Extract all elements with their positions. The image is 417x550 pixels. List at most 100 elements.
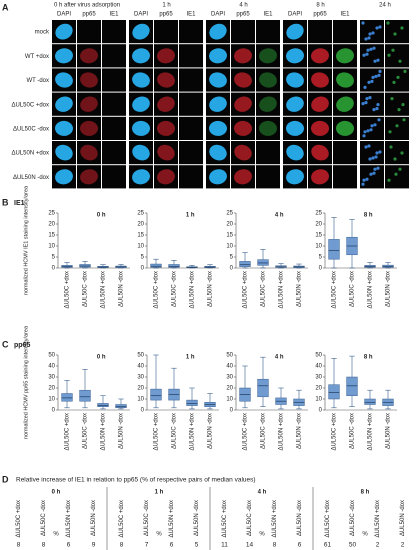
x-tick-label: ΔUL50N +dox — [279, 271, 285, 309]
panel-label: C — [2, 339, 9, 349]
y-tick-label: 40 — [137, 364, 144, 370]
value: 6 — [170, 542, 174, 549]
pp65-signal — [311, 48, 329, 64]
pp65-signal — [80, 169, 98, 185]
box — [257, 259, 269, 266]
x-tick-label: ΔUL50N -dox — [297, 413, 303, 449]
ie1-signal — [259, 48, 277, 64]
nucleus — [286, 144, 304, 161]
micrograph — [102, 116, 126, 140]
nucleus-dot — [393, 157, 397, 161]
row-label: mock — [35, 30, 50, 36]
category-label: ΔUL50C -dox — [350, 500, 356, 536]
channel-label: IE1 — [186, 12, 196, 18]
nucleus-dot — [374, 74, 378, 78]
nucleus-dot — [371, 31, 375, 35]
subplot-title: 0 h — [97, 355, 106, 361]
micrograph — [102, 92, 126, 116]
subplot-title: 1 h — [186, 213, 195, 219]
y-tick-label: 15 — [226, 233, 233, 239]
category-label: ΔUL50N +dox — [169, 500, 175, 538]
nucleus-dot — [372, 171, 376, 175]
category-label: ΔUL50N -dox — [91, 500, 97, 536]
box — [346, 376, 358, 396]
group-title: 0 h — [52, 490, 61, 496]
micrograph — [360, 116, 384, 140]
box — [61, 393, 73, 402]
time-header: 0 h after virus adsorption — [54, 3, 120, 9]
unit: % — [259, 532, 265, 538]
category-label: ΔUL50C +dox — [222, 500, 228, 538]
y-tick-label: 5 — [319, 255, 323, 261]
x-tick-label: ΔUL50C -dox — [83, 271, 89, 307]
micrograph — [385, 44, 409, 68]
group-title: 1 h — [155, 490, 164, 496]
micrograph — [256, 116, 280, 140]
y-tick-label: 50 — [48, 353, 55, 359]
nucleus-dot — [393, 32, 397, 36]
nucleus-dot — [373, 59, 377, 63]
nucleus-dot — [362, 134, 366, 138]
y-tick-label: 0 — [230, 408, 234, 414]
x-tick-label: ΔUL50N +dox — [279, 413, 285, 451]
subplot-title: 8 h — [364, 355, 373, 361]
channel-label: DAPI — [211, 12, 225, 18]
y-tick-label: 0 — [230, 266, 234, 272]
ie1-signal — [259, 96, 277, 112]
y-tick-label: 40 — [315, 364, 322, 370]
nucleus — [286, 23, 304, 40]
nucleus — [132, 72, 150, 88]
x-tick-label: ΔUL50N +dox — [368, 271, 374, 309]
micrograph — [333, 20, 357, 44]
micrograph — [231, 20, 255, 44]
y-tick-label: 0 — [52, 266, 56, 272]
pp65-signal — [311, 72, 329, 88]
y-tick-label: 5 — [52, 255, 56, 261]
value: 11 — [221, 542, 228, 549]
nucleus — [209, 144, 227, 161]
x-tick-label: ΔUL50C -dox — [261, 413, 267, 449]
pp65-signal — [234, 48, 252, 64]
y-tick-label: 10 — [315, 244, 322, 250]
pp65-signal — [157, 96, 175, 112]
nucleus-dot — [403, 69, 407, 73]
nucleus — [132, 169, 150, 185]
nucleus-dot — [364, 145, 368, 149]
nucleus-dot — [366, 129, 370, 133]
y-tick-label: 50 — [226, 353, 233, 359]
category-label: ΔUL50N -dox — [400, 500, 406, 536]
value: 5 — [195, 542, 199, 549]
ie1-signal — [336, 72, 354, 88]
nucleus — [286, 169, 304, 185]
row-label: ΔUL50N -dox — [13, 175, 49, 181]
micrograph — [102, 165, 126, 189]
nucleus-dot — [376, 166, 380, 170]
y-tick-label: 20 — [48, 222, 55, 228]
nucleus — [209, 169, 227, 185]
value: 7 — [145, 542, 149, 549]
row-label: ΔUL50C -dox — [13, 126, 49, 132]
value: 61 — [324, 542, 332, 549]
row-label: ΔUL50N +dox — [11, 151, 49, 157]
y-tick-label: 40 — [48, 364, 55, 370]
unit: % — [362, 532, 368, 538]
nucleus-dot — [400, 26, 404, 30]
category-label: ΔUL50C -dox — [144, 500, 150, 536]
nucleus-dot — [371, 156, 375, 160]
nucleus — [55, 169, 73, 185]
y-axis-label: normalized HCMV IE1 staining intensity/a… — [23, 185, 29, 295]
subplot-title: 1 h — [186, 355, 195, 361]
micrograph — [385, 141, 409, 165]
nucleus — [132, 120, 150, 136]
y-tick-label: 30 — [226, 375, 233, 381]
value: 6 — [67, 542, 71, 549]
y-tick-label: 30 — [315, 375, 322, 381]
nucleus-dot — [368, 96, 372, 100]
pp65-signal — [311, 120, 329, 136]
nucleus-dot — [375, 151, 379, 155]
x-tick-label: ΔUL50C +dox — [154, 413, 160, 451]
nucleus — [209, 120, 227, 136]
micrograph — [154, 20, 178, 44]
y-tick-label: 30 — [48, 375, 55, 381]
panel-title: pp65 — [14, 342, 30, 349]
